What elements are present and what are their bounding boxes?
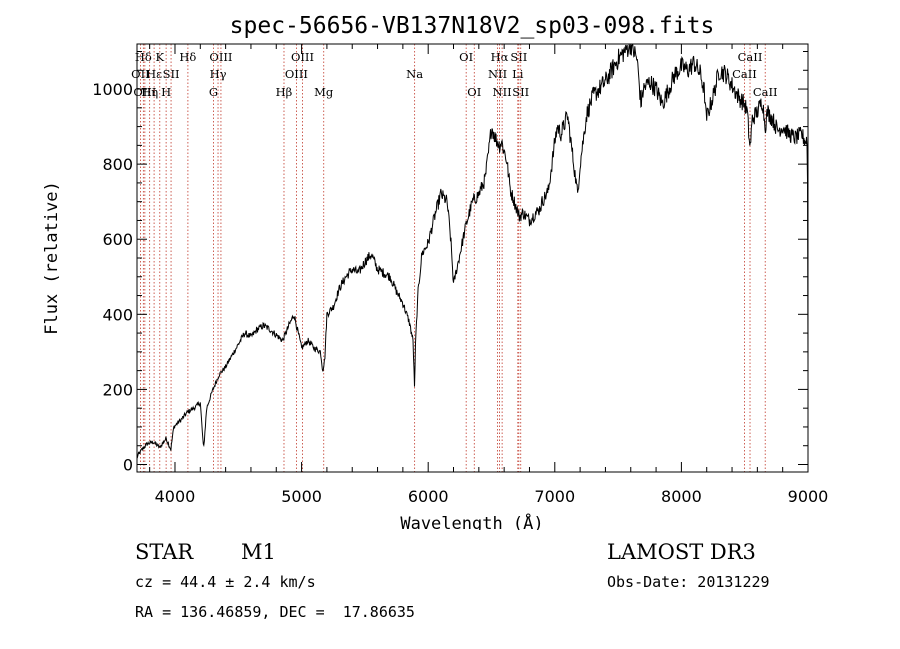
line-marker-label: Hβ [276,85,293,99]
line-marker-label: OI [459,50,473,64]
line-marker-label: Hγ [210,67,227,81]
line-marker-label: OI [467,85,481,99]
line-marker-label: Li [512,67,524,81]
line-marker-label: NII [488,67,507,81]
y-axis-label: Flux (relative) [42,181,62,335]
x-tick-label: 8000 [661,487,702,506]
line-marker-label: SII [512,85,529,99]
x-tick-label: 4000 [155,487,196,506]
line-marker-label: Hε [146,67,162,81]
line-marker-label: Hη [141,85,158,99]
object-class: STAR [135,540,194,564]
line-marker-label: CaII [738,50,763,64]
x-axis-label: Wavelength (Å) [400,512,543,530]
line-marker-label: NII [493,85,512,99]
y-tick-label: 600 [102,230,133,249]
survey-name: LAMOST DR3 [607,540,756,564]
line-marker-label: Hδ [135,50,152,64]
line-marker-label: OII [131,67,150,81]
obs-date-text: Obs-Date: 20131229 [607,573,770,591]
line-marker-label: Mg [314,85,334,99]
y-tick-label: 1000 [92,80,133,99]
coordinates-text: RA = 136.46859, DEC = 17.86635 [135,603,415,621]
y-tick-label: 0 [123,455,133,474]
line-marker-label: Na [406,67,423,81]
x-tick-label: 9000 [788,487,829,506]
line-marker-label: SII [163,67,180,81]
y-tick-label: 800 [102,155,133,174]
line-marker-label: OIII [133,85,156,99]
line-marker-label: CaII [753,85,778,99]
spectrum-line [136,43,809,459]
x-tick-label: 6000 [408,487,449,506]
spectrum-chart: spec-56656-VB137N18V2_sp03-098.fits Hδ OI… [42,13,829,530]
y-tick-label: 200 [102,380,133,399]
y-tick-label: 400 [102,305,133,324]
object-subclass: M1 [241,540,276,564]
line-marker-label: Hδ [179,50,196,64]
line-marker-label: OIII [209,50,232,64]
chart-title: spec-56656-VB137N18V2_sp03-098.fits [230,13,715,39]
x-axis: 4000 5000 6000 7000 8000 9000 [149,44,829,506]
line-marker-label: OIII [291,50,314,64]
line-marker-label: Hα [491,50,509,64]
x-tick-label: 5000 [281,487,322,506]
line-marker-label: SII [510,50,527,64]
redshift-text: cz = 44.4 ± 2.4 km/s [135,573,316,591]
line-marker-label: CaII [732,67,757,81]
y-axis: 0 200 400 600 800 1000 [92,51,808,474]
line-marker-label: H [161,85,171,99]
line-marker-label: G [209,85,218,99]
x-tick-label: 7000 [534,487,575,506]
line-marker-label: K [155,50,164,64]
line-marker-label: OIII [285,67,308,81]
